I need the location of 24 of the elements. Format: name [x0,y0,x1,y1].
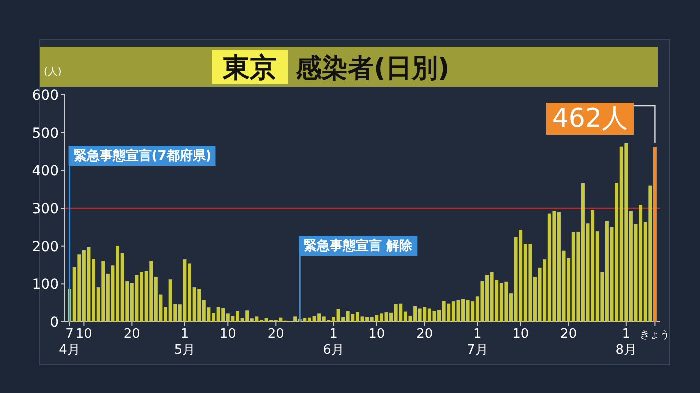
x-tick-label: 1 8月 [616,327,638,358]
annotation: 462人 [552,104,628,134]
x-tick-label: 1 6月 [323,327,344,358]
y-axis-title: (人) [44,67,62,78]
x-tick-label: 1 5月 [174,327,196,358]
y-tick-label: 0 [50,315,59,331]
chart-title: 東京 感染者(日別) [222,53,450,84]
x-tick-label: 20 [560,327,578,342]
x-tick-label: 10 [368,327,386,342]
ref-line-label: 緊急事態宣言 解除 [304,238,414,254]
y-tick-label: 500 [32,126,59,142]
y-tick-label: 600 [32,88,59,104]
x-tick-label: 20 [268,327,284,342]
y-tick-label: 300 [32,202,59,218]
ref-line-label: 緊急事態宣言(7都府県) [74,148,212,164]
y-tick-label: 200 [32,239,59,256]
y-tick-label: 100 [32,277,59,294]
x-tick-label: 10 [220,327,236,342]
x-tick-label: 20 [124,327,140,342]
x-tick-label: 10 [512,327,530,342]
x-tick-label: 1 7月 [467,327,488,358]
x-tick-label: 20 [416,327,434,342]
y-tick-label: 400 [32,164,59,180]
x-tick-label: きょう [640,330,670,341]
